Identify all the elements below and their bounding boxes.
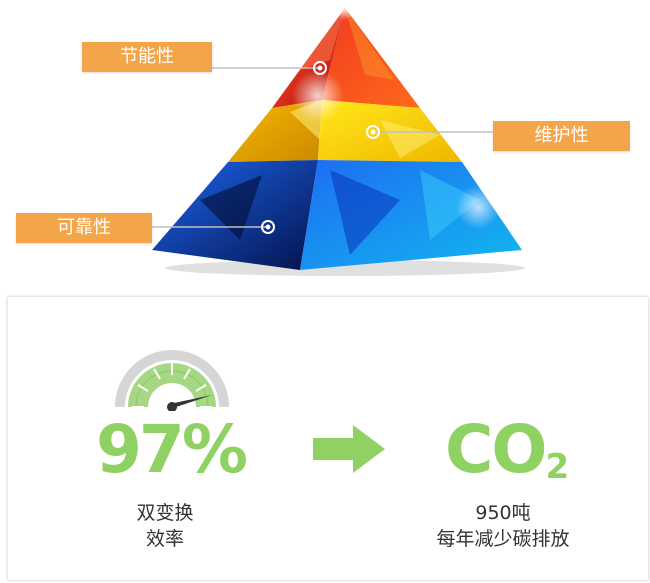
pyramid-top-tier-left: [272, 8, 345, 108]
co2-symbol-main: CO: [445, 411, 548, 488]
pyramid-graphic: [152, 0, 525, 276]
efficiency-caption-line2: 效率: [145, 528, 184, 550]
co2-symbol: CO2: [445, 412, 569, 505]
gauge-icon: [115, 350, 229, 411]
arrow-right-icon: [313, 425, 385, 473]
carbon-caption: 950吨 每年减少碳排放: [408, 500, 598, 552]
tag-maintainability: 维护性: [493, 121, 630, 151]
carbon-caption-line2: 每年减少碳排放: [436, 528, 570, 550]
tag-reliability: 可靠性: [16, 213, 152, 243]
efficiency-caption: 双变换 效率: [100, 500, 230, 552]
efficiency-value: 97%: [96, 411, 248, 488]
efficiency-caption-line1: 双变换: [136, 502, 194, 524]
pyramid-diagram: 节能性 维护性 可靠性: [0, 0, 650, 290]
tag-energy-saving: 节能性: [82, 42, 212, 72]
pyramid-top-tier-right: [322, 8, 420, 108]
co2-subscript: 2: [545, 447, 570, 487]
carbon-caption-line1: 950吨: [475, 502, 531, 524]
metrics-panel: 97% 双变换 效率 CO2 950吨 每年减少碳排放: [8, 297, 648, 580]
